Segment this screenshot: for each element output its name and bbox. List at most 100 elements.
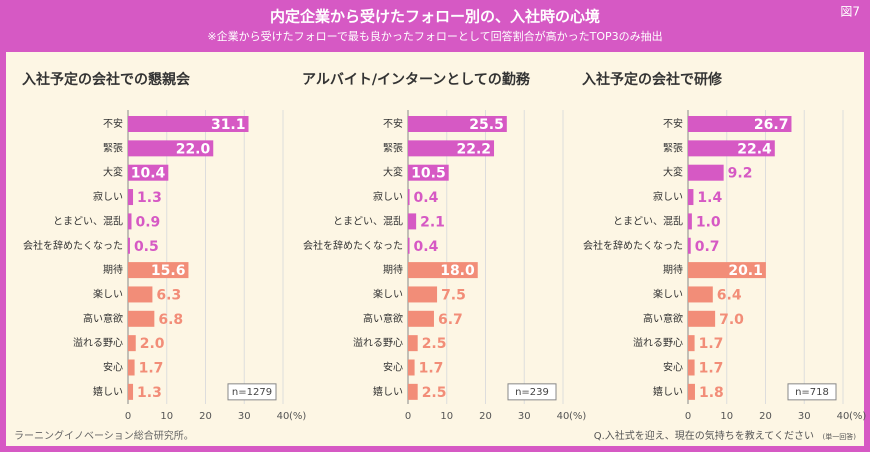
x-tick-label: 0 — [125, 411, 131, 422]
bar — [408, 286, 438, 303]
bar — [688, 116, 792, 132]
value-label: 6.3 — [156, 287, 181, 303]
value-label: 1.4 — [697, 190, 722, 206]
category-label: とまどい、混乱 — [53, 215, 123, 227]
value-label: 10.5 — [411, 166, 446, 182]
bar — [128, 164, 169, 181]
value-label: 6.7 — [438, 312, 463, 328]
note: n=239 — [515, 387, 549, 398]
x-tick-label: 0 — [405, 411, 411, 422]
value-label: 6.8 — [158, 312, 183, 328]
bar — [128, 286, 153, 303]
x-tick-label: 10 — [720, 411, 733, 422]
category-label: 期待 — [663, 263, 683, 276]
bar — [408, 359, 415, 376]
category-label: 会社を辞めたくなった — [303, 239, 403, 252]
x-tick-label: 30 — [238, 411, 251, 422]
bar — [408, 189, 410, 206]
value-label: 6.4 — [717, 287, 742, 303]
value-label: 2.5 — [422, 336, 447, 352]
value-label: 15.6 — [151, 263, 186, 279]
bar — [408, 116, 507, 132]
value-label: 10.4 — [131, 166, 166, 182]
bar — [128, 116, 249, 132]
note: n=1279 — [232, 387, 272, 398]
note-box — [227, 383, 277, 401]
value-label: 2.5 — [422, 385, 447, 401]
category-label: 会社を辞めたくなった — [583, 239, 683, 252]
value-label: 1.7 — [699, 361, 724, 377]
category-label: 高い意欲 — [363, 312, 403, 325]
value-label: 0.4 — [414, 190, 439, 206]
value-label: 22.2 — [456, 141, 491, 157]
value-label: 25.5 — [469, 117, 504, 133]
x-tick-label: 40 — [277, 411, 290, 422]
category-label: 緊張 — [663, 142, 683, 154]
value-label: 20.1 — [728, 263, 763, 279]
value-label: 2.0 — [140, 336, 165, 352]
bar — [408, 237, 410, 254]
category-label: 嬉しい — [653, 385, 683, 398]
bar — [408, 310, 434, 327]
note-box — [507, 383, 557, 401]
category-label: とまどい、混乱 — [333, 215, 403, 227]
panel-title: アルバイト/インターンとしての勤務 — [302, 71, 531, 88]
subtitle: ※企業から受けたフォローで最も良かったフォローとして回答割合が高かったTOP3の… — [207, 29, 662, 43]
category-label: 期待 — [383, 263, 403, 276]
category-label: 不安 — [103, 117, 123, 130]
value-label: 18.0 — [440, 263, 475, 279]
panel-title: 入社予定の会社で研修 — [582, 71, 723, 88]
category-label: 楽しい — [653, 287, 683, 300]
bar — [688, 164, 724, 181]
bar — [688, 383, 695, 400]
bar — [688, 262, 766, 279]
x-tick-label: 10 — [440, 411, 453, 422]
bar — [688, 286, 713, 303]
bar — [128, 189, 134, 206]
value-label: 1.7 — [699, 336, 724, 352]
value-label: 0.5 — [134, 239, 159, 255]
value-label: 0.7 — [695, 239, 720, 255]
bar — [408, 213, 417, 230]
category-label: 溢れる野心 — [353, 336, 403, 349]
x-tick-label: 30 — [798, 411, 811, 422]
x-unit: (%) — [849, 411, 866, 422]
bar — [688, 189, 694, 206]
value-label: 22.4 — [737, 141, 772, 157]
value-label: 0.4 — [414, 239, 439, 255]
bar — [128, 335, 136, 352]
note: n=718 — [795, 387, 829, 398]
value-label: 31.1 — [211, 117, 246, 133]
bar — [688, 237, 691, 254]
category-label: 寂しい — [373, 190, 403, 203]
value-label: 1.3 — [137, 385, 162, 401]
bar — [408, 140, 495, 157]
bar — [688, 213, 692, 230]
value-label: 1.7 — [139, 361, 164, 377]
x-tick-label: 0 — [685, 411, 691, 422]
category-label: 緊張 — [103, 142, 123, 154]
value-label: 1.8 — [699, 385, 724, 401]
category-label: 溢れる野心 — [633, 336, 683, 349]
category-label: 緊張 — [383, 142, 403, 154]
category-label: 楽しい — [373, 287, 403, 300]
figure-label: 図7 — [840, 5, 860, 19]
x-tick-label: 20 — [199, 411, 212, 422]
value-label: 9.2 — [728, 166, 753, 182]
value-label: 1.3 — [137, 190, 162, 206]
category-label: 嬉しい — [373, 385, 403, 398]
category-label: 楽しい — [93, 287, 123, 300]
category-label: 大変 — [103, 166, 123, 179]
category-label: 寂しい — [93, 190, 123, 203]
category-label: 嬉しい — [93, 385, 123, 398]
bar — [128, 237, 130, 254]
category-label: 大変 — [663, 166, 683, 179]
x-tick-label: 40 — [557, 411, 570, 422]
source: ラーニングイノベーション総合研究所。 — [14, 429, 194, 442]
category-label: 会社を辞めたくなった — [23, 239, 123, 252]
bar — [128, 140, 214, 157]
x-tick-label: 30 — [518, 411, 531, 422]
category-label: 高い意欲 — [83, 312, 123, 325]
